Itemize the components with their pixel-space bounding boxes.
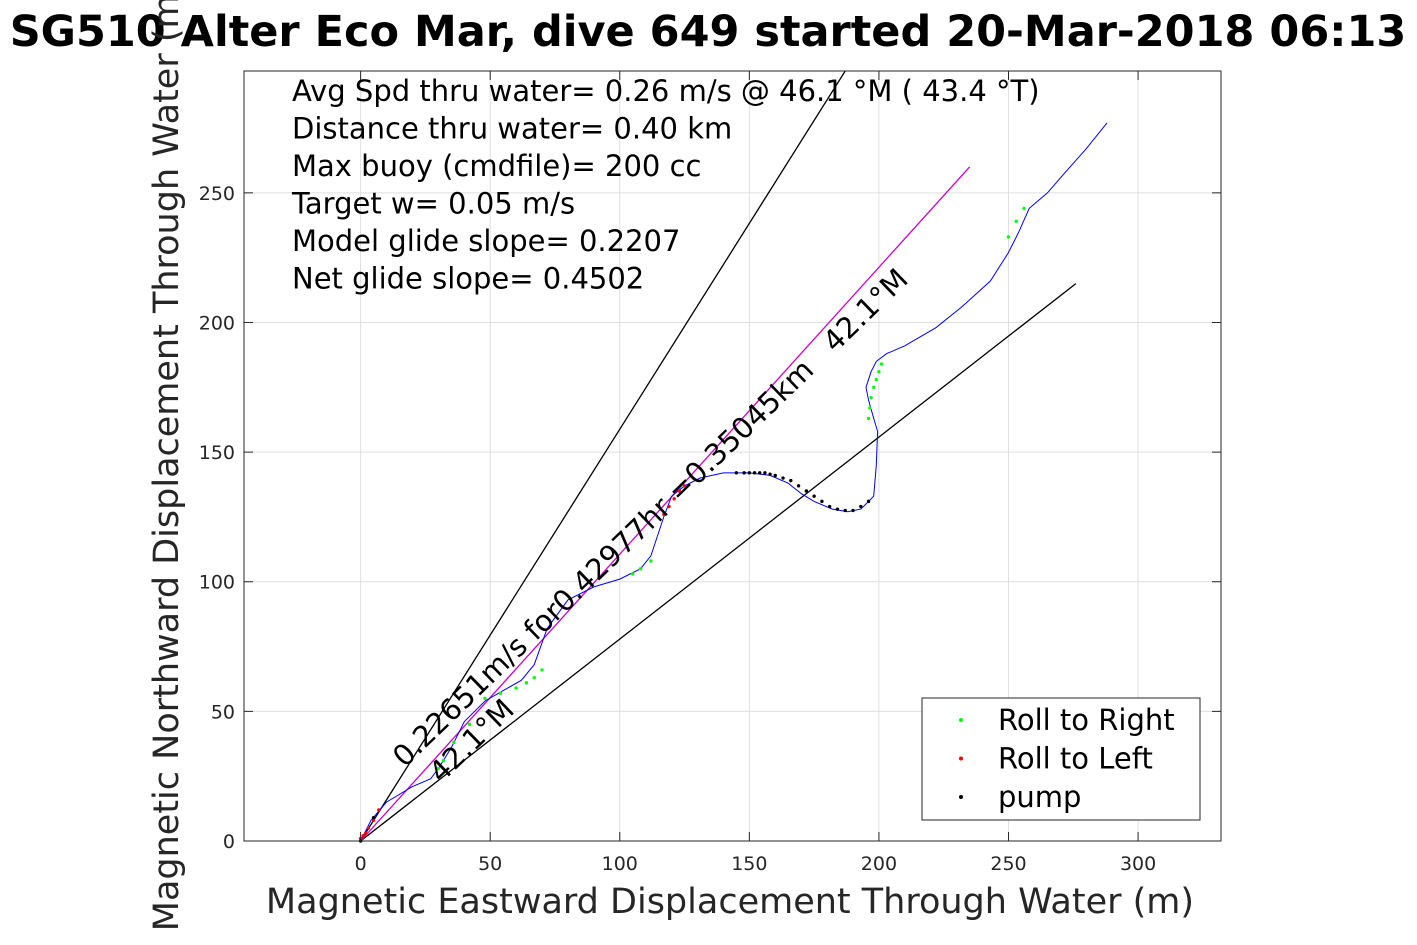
info-line-1: Avg Spd thru water= 0.26 m/s @ 46.1 °M (… (292, 74, 1040, 108)
point-roll-to-right (869, 395, 873, 400)
point-pump (371, 815, 376, 820)
point-roll-to-left (662, 512, 666, 517)
y-tick-label: 150 (199, 442, 235, 464)
y-tick-label: 100 (199, 572, 235, 594)
point-roll-to-right (441, 758, 446, 763)
x-tick-label: 250 (990, 853, 1026, 875)
legend-marker-roll-to-left (959, 756, 963, 761)
point-roll-to-left (377, 808, 381, 812)
x-tick-label: 50 (478, 853, 502, 875)
x-axis-label: Magnetic Eastward Displacement Through W… (266, 882, 1194, 922)
point-roll-to-right (436, 766, 441, 771)
legend-marker-pump (959, 795, 963, 799)
point-pump (835, 507, 840, 511)
point-roll-to-right (1014, 219, 1018, 224)
y-tick-label: 0 (223, 831, 235, 853)
x-tick-label: 0 (355, 853, 367, 875)
point-pump (789, 478, 793, 483)
point-pump (843, 508, 847, 513)
point-pump (851, 508, 855, 513)
point-roll-to-left (361, 834, 365, 838)
y-tick-label: 50 (211, 701, 235, 723)
info-line-4: Target w= 0.05 m/s (291, 187, 575, 221)
dive-track-line (360, 122, 1108, 842)
point-pump (859, 504, 863, 509)
legend-box (921, 697, 1201, 821)
point-pump (773, 473, 777, 478)
plot-frame (243, 70, 1222, 842)
point-roll-to-left (366, 826, 371, 830)
legend: Roll to Right Roll to Left pump (921, 697, 1201, 821)
reference-line-envelope-upper (360, 71, 846, 841)
point-roll-to-right (467, 722, 472, 727)
point-pump (768, 472, 772, 476)
point-roll-to-right (874, 377, 879, 382)
point-roll-to-left (364, 831, 368, 835)
legend-marker-roll-to-right (959, 718, 963, 722)
point-roll-to-right (872, 385, 876, 389)
x-tick-label: 100 (602, 853, 638, 875)
x-tick-label: 150 (731, 853, 767, 875)
point-roll-to-right (483, 696, 487, 701)
point-pump (747, 471, 752, 475)
reference-lines (360, 71, 1077, 841)
point-pump (734, 471, 739, 475)
point-pump (763, 471, 767, 475)
chart-title: SG510 Alter Eco Mar, dive 649 started 20… (10, 7, 1407, 57)
track-layer (360, 122, 1108, 842)
point-roll-to-right (868, 406, 872, 410)
point-pump (742, 471, 746, 475)
point-roll-to-right (514, 686, 518, 690)
y-axis-label: Magnetic Northward Displacement Through … (147, 0, 187, 931)
point-pump (812, 494, 816, 498)
point-pump (758, 471, 762, 475)
point-pump (820, 499, 824, 504)
point-roll-to-right (631, 572, 635, 576)
point-pump (866, 499, 871, 504)
legend-label-roll-to-left: Roll to Left (998, 742, 1153, 776)
point-roll-to-right (1006, 235, 1011, 239)
point-roll-to-right (638, 567, 643, 571)
point-roll-to-right (452, 740, 456, 745)
point-roll-to-right (877, 370, 881, 374)
point-roll-to-right (498, 691, 503, 695)
point-roll-to-left (672, 497, 676, 501)
reference-line-envelope-lower (360, 283, 1077, 841)
point-roll-to-right (532, 675, 536, 680)
point-roll-to-left (677, 489, 682, 493)
point-pump (796, 484, 801, 488)
x-tick-label: 300 (1120, 853, 1156, 875)
point-roll-to-left (682, 484, 687, 488)
point-roll-to-right (879, 362, 884, 366)
point-roll-to-right (1022, 206, 1026, 211)
axis-ticks: 0 50 100 150 200 250 300 0 50 100 150 200 250 (199, 71, 1221, 875)
info-line-5: Model glide slope= 0.2207 (292, 224, 680, 258)
info-line-2: Distance thru water= 0.40 km (292, 112, 732, 146)
point-pump (804, 489, 809, 493)
marker-layer (358, 206, 1026, 843)
legend-label-roll-to-right: Roll to Right (998, 703, 1175, 737)
point-roll-to-right (866, 416, 871, 421)
x-tick-label: 200 (861, 853, 897, 875)
point-roll-to-right (524, 681, 529, 685)
info-line-3: Max buoy (cmdfile)= 200 cc (292, 149, 701, 183)
y-tick-label: 200 (199, 312, 235, 334)
legend-label-pump: pump (998, 780, 1081, 814)
point-pump (752, 471, 757, 475)
point-roll-to-left (371, 818, 376, 822)
y-tick-label: 250 (199, 183, 235, 205)
reference-line-heading-line (360, 166, 971, 841)
info-text-block: Avg Spd thru water= 0.26 m/s @ 46.1 °M (… (291, 74, 1040, 296)
point-pump (827, 504, 832, 509)
point-roll-to-left (667, 504, 671, 509)
info-line-6: Net glide slope= 0.4502 (292, 262, 644, 296)
point-roll-to-right (649, 559, 653, 563)
point-pump (781, 476, 785, 480)
point-roll-to-right (540, 668, 544, 672)
